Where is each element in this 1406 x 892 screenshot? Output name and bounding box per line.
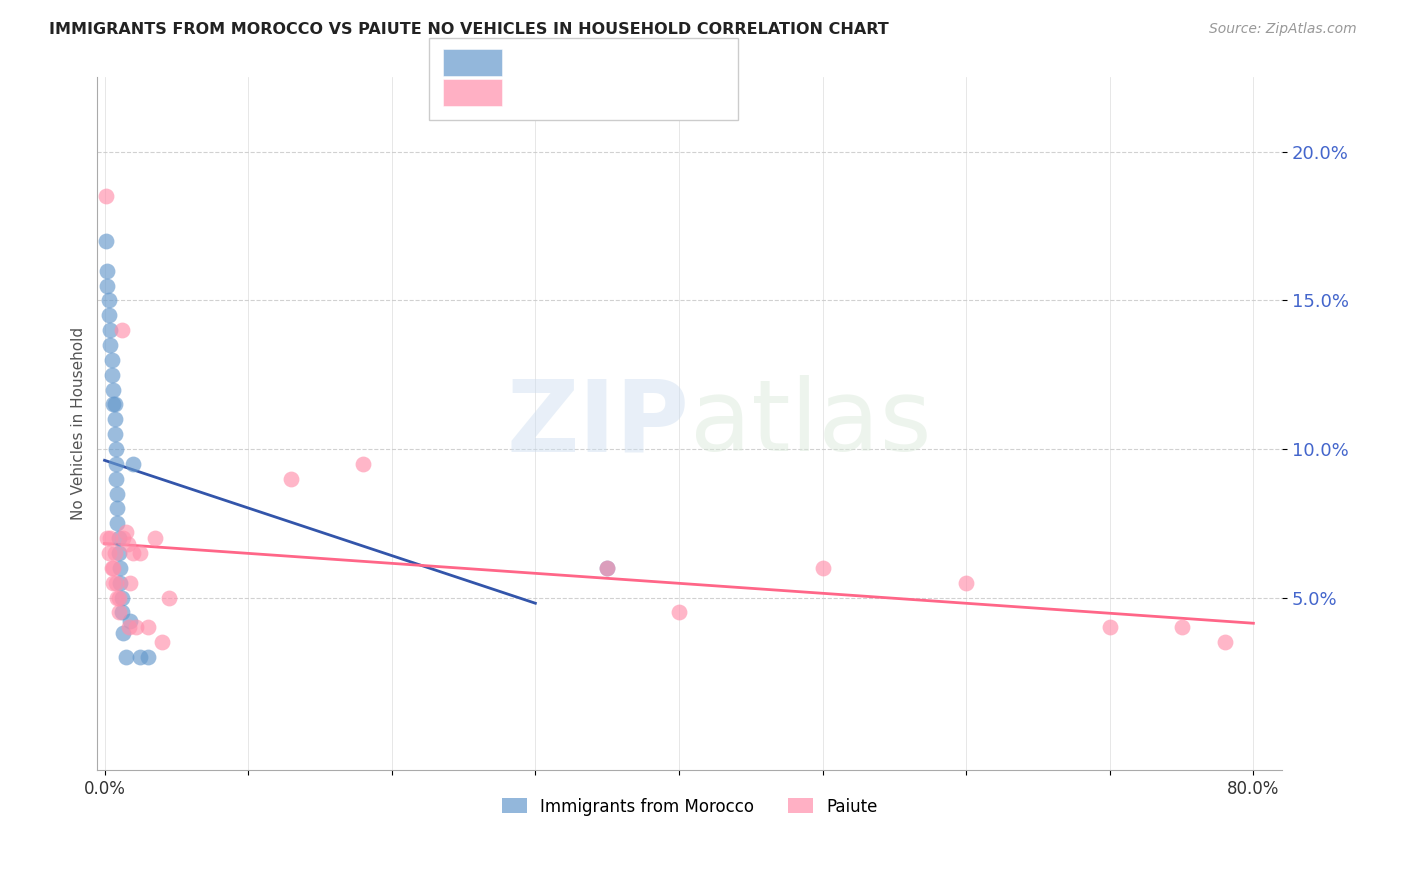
Text: atlas: atlas [690, 376, 931, 472]
Point [100, 561, 122, 575]
Point [110, 561, 132, 575]
Point [108, 546, 131, 560]
Text: Source: ZipAtlas.com: Source: ZipAtlas.com [1209, 22, 1357, 37]
Point [129, 650, 152, 665]
Point [105, 457, 128, 471]
Point [105, 472, 128, 486]
Point [100, 368, 122, 382]
Point [97, 293, 120, 308]
Point [136, 650, 159, 665]
Point [117, 537, 139, 551]
Point [1213, 635, 1236, 649]
Legend: Immigrants from Morocco, Paiute: Immigrants from Morocco, Paiute [494, 789, 886, 824]
Point [100, 352, 122, 367]
Point [107, 591, 129, 605]
Point [115, 650, 138, 665]
Point [97, 308, 120, 322]
Y-axis label: No Vehicles in Household: No Vehicles in Household [72, 327, 86, 520]
Point [103, 412, 125, 426]
Point [103, 427, 125, 442]
Point [115, 525, 138, 540]
Point [111, 323, 134, 337]
Point [96, 531, 118, 545]
Point [120, 615, 142, 629]
Point [97, 546, 120, 560]
Point [98, 323, 121, 337]
Point [596, 561, 619, 575]
Point [94, 189, 117, 203]
Point [157, 591, 180, 605]
Point [955, 575, 977, 590]
Point [103, 397, 125, 411]
Point [101, 575, 124, 590]
Point [98, 531, 121, 545]
Point [1170, 620, 1192, 634]
Point [136, 620, 159, 634]
Point [108, 531, 131, 545]
Point [668, 606, 690, 620]
Point [105, 442, 128, 456]
Point [101, 383, 124, 397]
Text: N =: N = [614, 85, 651, 103]
Point [94, 234, 117, 248]
Text: 33: 33 [651, 53, 675, 70]
Point [101, 561, 124, 575]
Point [108, 591, 131, 605]
Point [112, 531, 135, 545]
Point [96, 278, 118, 293]
Text: IMMIGRANTS FROM MOROCCO VS PAIUTE NO VEHICLES IN HOUSEHOLD CORRELATION CHART: IMMIGRANTS FROM MOROCCO VS PAIUTE NO VEH… [49, 22, 889, 37]
Point [120, 575, 142, 590]
Point [150, 635, 173, 649]
Point [143, 531, 166, 545]
Point [112, 626, 135, 640]
Point [98, 338, 121, 352]
Text: -0.453: -0.453 [546, 53, 605, 70]
Text: R =: R = [508, 85, 544, 103]
Point [105, 575, 128, 590]
Point [596, 561, 619, 575]
Text: ZIP: ZIP [506, 376, 690, 472]
Point [811, 561, 834, 575]
Point [107, 516, 129, 531]
Text: R =: R = [508, 53, 544, 70]
Point [103, 546, 125, 560]
Point [1098, 620, 1121, 634]
Point [280, 472, 302, 486]
Point [101, 397, 124, 411]
Text: 34: 34 [651, 85, 675, 103]
Point [129, 546, 152, 560]
Point [125, 620, 148, 634]
Text: -0.187: -0.187 [546, 85, 605, 103]
Point [122, 457, 145, 471]
Point [108, 606, 131, 620]
Point [122, 546, 145, 560]
Point [111, 591, 134, 605]
Point [96, 263, 118, 277]
Point [118, 620, 141, 634]
Text: N =: N = [614, 53, 651, 70]
Point [111, 606, 134, 620]
Point [110, 575, 132, 590]
Point [107, 501, 129, 516]
Point [107, 486, 129, 500]
Point [352, 457, 374, 471]
